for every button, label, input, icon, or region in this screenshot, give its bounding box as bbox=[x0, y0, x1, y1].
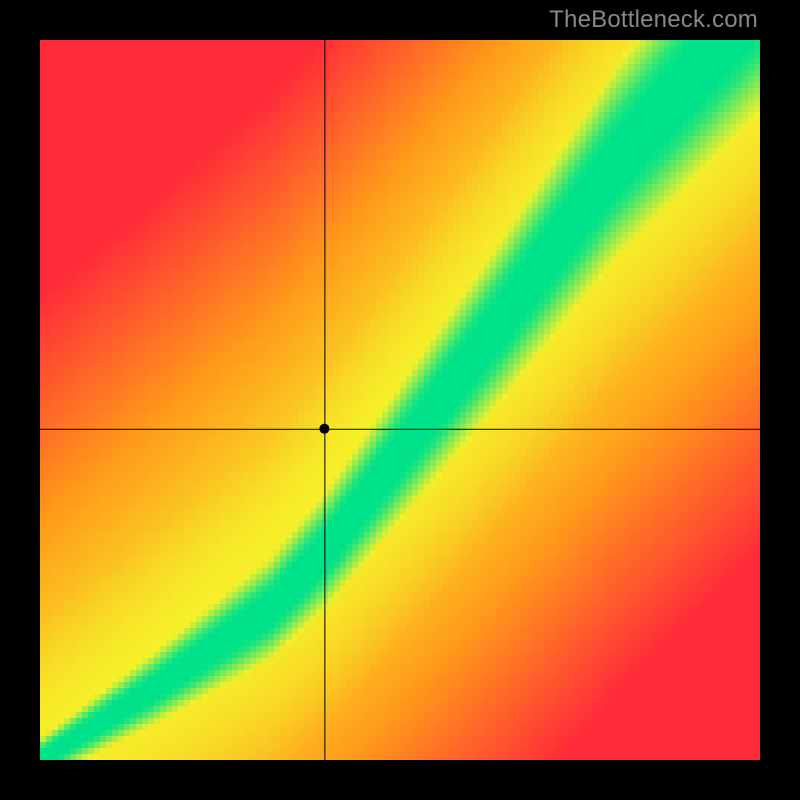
chart-frame: TheBottleneck.com bbox=[0, 0, 800, 800]
bottleneck-heatmap bbox=[40, 40, 760, 760]
watermark-text: TheBottleneck.com bbox=[549, 6, 758, 34]
